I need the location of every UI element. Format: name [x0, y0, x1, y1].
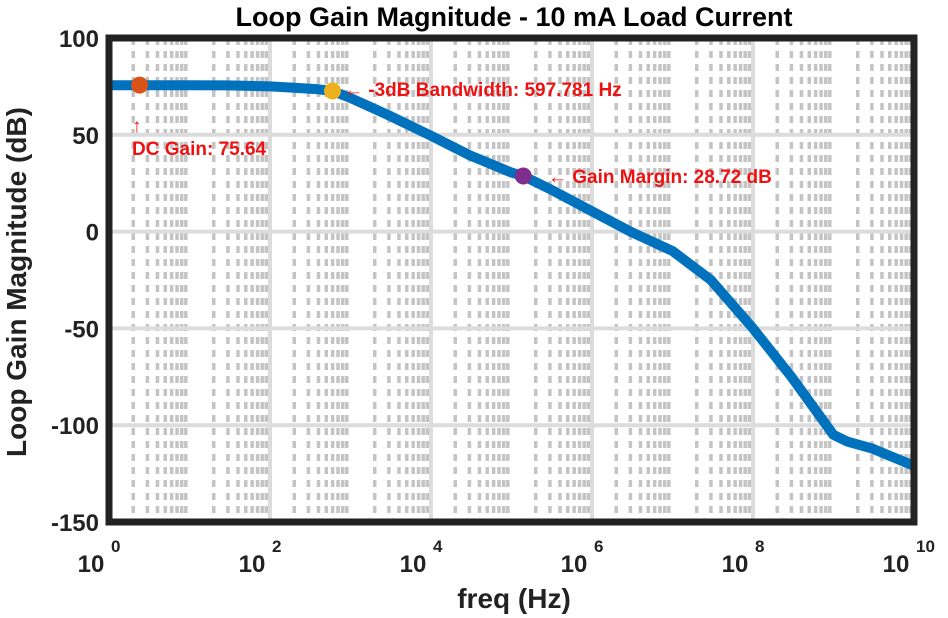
x-tick-label: 10 — [400, 551, 427, 578]
chart-title: Loop Gain Magnitude - 10 mA Load Current — [235, 2, 792, 32]
series-layer — [109, 80, 916, 471]
y-tick-label: -150 — [51, 510, 99, 537]
y-tick-label: -100 — [51, 413, 99, 440]
gain-margin-annotation: ← Gain Margin: 28.72 dB — [548, 167, 772, 188]
x-tick-exponent: 4 — [433, 537, 443, 556]
y-tick-label: 100 — [59, 26, 99, 53]
x-tick-label: 10 — [78, 551, 105, 578]
dc-gain-marker — [131, 76, 149, 94]
x-tick-exponent: 6 — [594, 537, 603, 556]
plot-frame — [105, 34, 918, 526]
x-tick-label: 10 — [561, 551, 588, 578]
x-tick-label: 10 — [883, 551, 910, 578]
y-tick-labels: 100 50 0 -50 -100 -150 — [51, 26, 99, 537]
bandwidth-annotation: ← -3dB Bandwidth: 597.781 Hz — [344, 80, 622, 101]
gain-margin-marker — [514, 167, 532, 185]
x-tick-label: 10 — [722, 551, 749, 578]
y-tick-label: 50 — [72, 123, 99, 150]
3db-bandwidth-marker — [324, 82, 342, 100]
x-tick-exponent: 8 — [755, 537, 764, 556]
y-tick-label: -50 — [64, 316, 99, 343]
x-tick-exponent: 10 — [916, 537, 935, 556]
markers-layer — [131, 76, 532, 185]
x-tick-exponent: 2 — [272, 537, 281, 556]
x-tick-exponent: 0 — [111, 537, 120, 556]
plot-grid — [107, 36, 916, 524]
dc-gain-arrow: ↑ — [132, 116, 142, 137]
x-tick-labels: 10 0 10 2 10 4 10 6 10 8 10 10 — [78, 537, 935, 578]
y-axis-label: Loop Gain Magnitude (dB) — [1, 107, 32, 457]
dc-gain-annotation: DC Gain: 75.64 — [132, 139, 267, 160]
x-tick-label: 10 — [239, 551, 266, 578]
loop-gain-line — [109, 80, 916, 471]
y-tick-label: 0 — [86, 220, 99, 247]
x-axis-label: freq (Hz) — [457, 583, 571, 614]
